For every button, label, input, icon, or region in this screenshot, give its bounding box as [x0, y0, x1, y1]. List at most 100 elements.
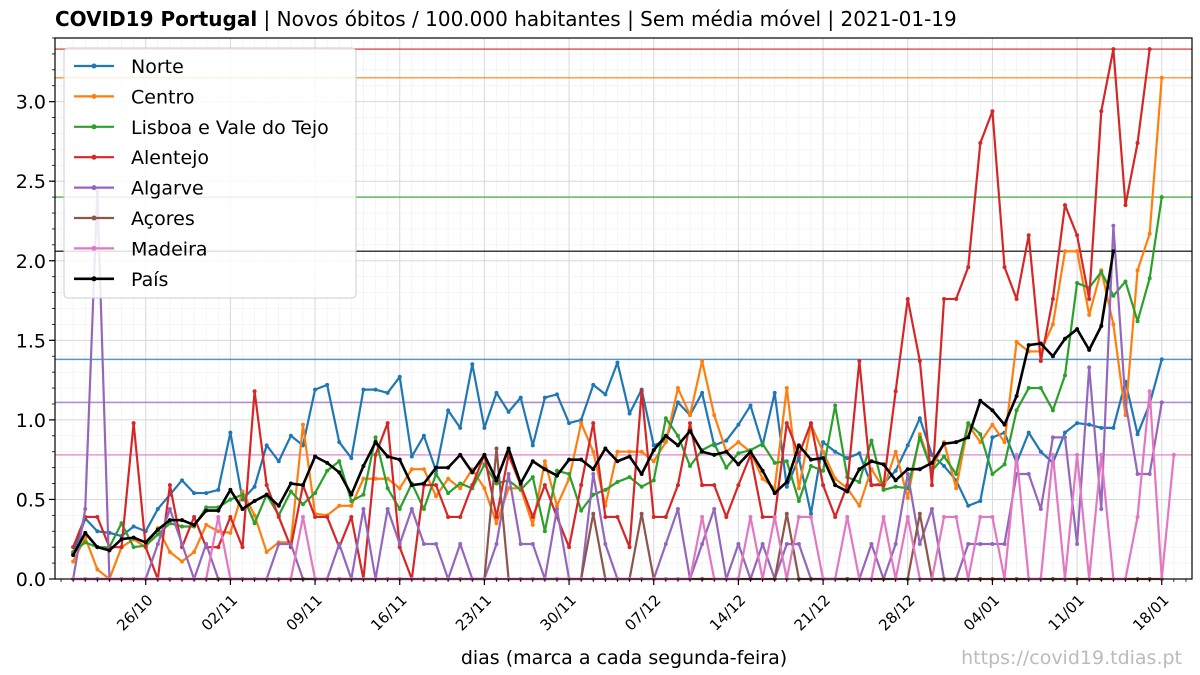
data-point-centro [821, 449, 826, 454]
data-point-norte [325, 382, 330, 387]
data-point-alentejo [591, 421, 596, 426]
data-point-pais [434, 465, 439, 470]
data-point-norte [252, 484, 257, 489]
data-point-pais [978, 398, 983, 403]
data-point-lisboa-e-vale-do-tejo [434, 471, 439, 476]
data-point-algarve [736, 541, 741, 546]
data-point-acores [591, 511, 596, 516]
data-point-alentejo [929, 483, 934, 488]
data-point-algarve [494, 541, 499, 546]
data-point-lisboa-e-vale-do-tejo [119, 521, 124, 526]
data-point-centro [216, 529, 221, 534]
data-point-pais [95, 545, 100, 550]
data-point-alentejo [240, 545, 245, 550]
data-point-norte [1099, 425, 1104, 430]
data-point-pais [1087, 347, 1092, 352]
data-point-norte [966, 503, 971, 508]
data-point-pais [554, 473, 559, 478]
data-point-algarve [361, 506, 366, 511]
data-point-lisboa-e-vale-do-tejo [1099, 269, 1104, 274]
data-point-centro [204, 522, 209, 527]
data-point-pais [1099, 324, 1104, 329]
data-point-algarve [1147, 471, 1152, 476]
data-point-centro [893, 449, 898, 454]
data-point-pais [1075, 327, 1080, 332]
data-point-pais [954, 440, 959, 445]
data-point-centro [1062, 249, 1067, 254]
y-tick-label: 2.0 [16, 251, 46, 273]
data-point-centro [760, 476, 765, 481]
data-point-alentejo [675, 483, 680, 488]
legend-item-algarve: Algarve [74, 178, 204, 200]
data-point-norte [349, 456, 354, 461]
data-point-alentejo [1087, 296, 1092, 301]
data-point-madeira [1147, 389, 1152, 394]
data-point-algarve [591, 471, 596, 476]
data-point-norte [397, 374, 402, 379]
data-point-alentejo [724, 514, 729, 519]
x-tick-label: 11/01 [1045, 591, 1088, 634]
data-point-norte [155, 506, 160, 511]
data-point-norte [1135, 432, 1140, 437]
data-point-lisboa-e-vale-do-tejo [688, 464, 693, 469]
x-tick-label: 07/12 [621, 591, 664, 634]
legend-label: Açores [131, 208, 195, 230]
x-tick-label: 02/11 [198, 591, 241, 634]
data-point-centro [700, 359, 705, 364]
data-point-norte [1159, 357, 1164, 362]
data-point-centro [397, 486, 402, 491]
data-point-pais [252, 499, 257, 504]
data-point-centro [1147, 231, 1152, 236]
data-point-alentejo [1075, 233, 1080, 238]
data-point-pais [482, 452, 487, 457]
data-point-alentejo [313, 514, 318, 519]
data-point-norte [506, 409, 511, 414]
data-point-centro [95, 567, 100, 572]
data-point-pais [167, 518, 172, 523]
data-point-algarve [554, 506, 559, 511]
data-point-norte [627, 411, 632, 416]
data-point-lisboa-e-vale-do-tejo [808, 464, 813, 469]
legend-item-centro: Centro [74, 86, 194, 108]
data-point-alentejo [143, 545, 148, 550]
data-point-pais [107, 548, 112, 553]
data-point-alentejo [990, 109, 995, 114]
data-point-lisboa-e-vale-do-tejo [966, 421, 971, 426]
data-point-madeira [796, 514, 801, 519]
data-point-madeira [881, 514, 886, 519]
data-point-algarve [1123, 400, 1128, 405]
legend-label: Centro [131, 86, 194, 108]
data-point-lisboa-e-vale-do-tejo [373, 435, 378, 440]
data-point-pais [1111, 249, 1116, 254]
data-point-algarve [1050, 435, 1055, 440]
data-point-lisboa-e-vale-do-tejo [1038, 386, 1043, 391]
data-point-algarve [518, 541, 523, 546]
watermark: https://covid19.tdias.pt [961, 647, 1182, 669]
data-point-lisboa-e-vale-do-tejo [639, 484, 644, 489]
data-point-algarve [204, 541, 209, 546]
data-point-alentejo [1123, 203, 1128, 208]
legend-item-pais: País [74, 269, 168, 291]
y-tick-label: 1.0 [16, 410, 46, 432]
data-point-madeira [1075, 452, 1080, 457]
data-point-algarve [1038, 506, 1043, 511]
data-point-norte [264, 443, 269, 448]
data-point-centro [796, 486, 801, 491]
data-point-alentejo [615, 514, 620, 519]
data-point-norte [95, 529, 100, 534]
data-point-norte [675, 400, 680, 405]
data-point-madeira [845, 514, 850, 519]
data-point-norte [579, 417, 584, 422]
data-point-norte [542, 395, 547, 400]
data-point-centro [554, 503, 559, 508]
data-point-alentejo [712, 483, 717, 488]
data-point-alentejo [1062, 203, 1067, 208]
data-point-centro [373, 476, 378, 481]
data-point-lisboa-e-vale-do-tejo [893, 484, 898, 489]
data-point-algarve [869, 541, 874, 546]
legend-label: Madeira [131, 238, 208, 260]
data-point-madeira [1135, 514, 1140, 519]
series-lisboa-e-vale-do-tejo [71, 195, 1164, 554]
data-point-pais [929, 460, 934, 465]
data-point-algarve [675, 506, 680, 511]
